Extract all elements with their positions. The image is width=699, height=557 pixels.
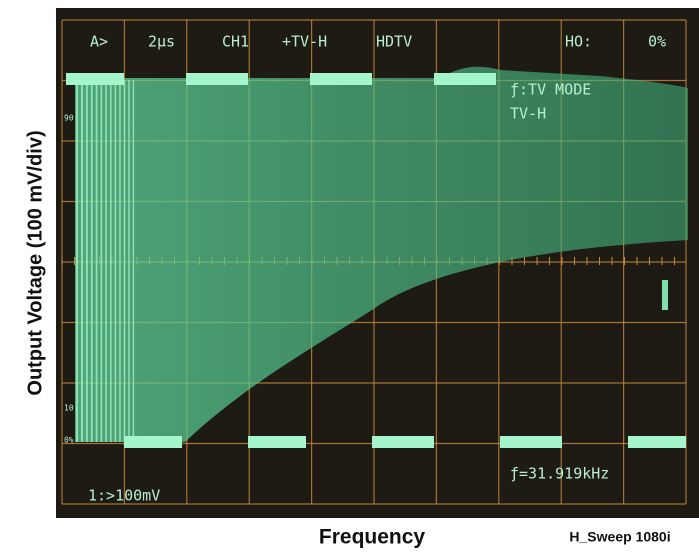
channel-readout: 1:>100mV xyxy=(88,487,160,505)
burst-line xyxy=(81,80,83,442)
pulse xyxy=(310,73,372,85)
burst-line xyxy=(100,80,103,442)
burst-line xyxy=(90,80,93,442)
pulse xyxy=(66,73,124,85)
burst xyxy=(76,80,135,442)
pulse xyxy=(186,73,248,85)
status: 2μs xyxy=(148,33,175,51)
pulse xyxy=(372,436,434,448)
status: A> xyxy=(90,33,108,51)
frequency-readout: ƒ=31.919kHz xyxy=(510,465,609,483)
status: 0% xyxy=(648,33,666,51)
caption: H_Sweep 1080i xyxy=(569,529,670,545)
burst-line xyxy=(85,80,88,442)
mode: ƒ:TV MODE xyxy=(510,81,591,99)
sync-pulses xyxy=(66,73,686,448)
status: +TV-H xyxy=(282,33,327,51)
mode: TV-H xyxy=(510,105,546,123)
burst-line xyxy=(95,80,98,442)
pulse xyxy=(628,436,686,448)
pulse xyxy=(500,436,562,448)
burst-line xyxy=(128,80,130,442)
pulse xyxy=(248,436,306,448)
pulse xyxy=(434,73,496,85)
burst-line xyxy=(109,80,112,442)
scale-mark: 10 xyxy=(64,404,74,413)
burst-line xyxy=(76,80,78,442)
pulse xyxy=(124,436,182,448)
trace-edge xyxy=(662,280,668,310)
burst-line xyxy=(105,80,107,442)
x-axis-label: Frequency xyxy=(319,526,426,549)
burst-line xyxy=(119,80,121,442)
status: HDTV xyxy=(376,33,412,51)
waveform-envelope xyxy=(75,66,688,442)
burst-line xyxy=(114,80,117,442)
scale-mark: 0% xyxy=(64,436,74,445)
scale-mark: 90 xyxy=(64,114,74,123)
y-axis-label: Output Voltage (100 mV/div) xyxy=(24,130,46,395)
burst-line xyxy=(123,80,126,442)
status: CH1 xyxy=(222,33,249,51)
burst-line xyxy=(132,80,135,442)
status: HO: xyxy=(565,33,592,51)
